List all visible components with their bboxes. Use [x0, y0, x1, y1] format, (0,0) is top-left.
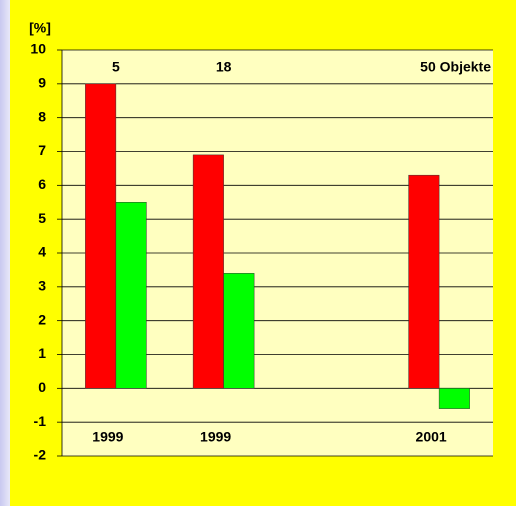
y-tick-label: -2 [34, 447, 47, 463]
x-tick-label: 1999 [200, 429, 231, 445]
bar [192, 154, 224, 389]
y-tick-label: 9 [38, 75, 46, 91]
bar [115, 202, 147, 389]
y-tick-label: 8 [38, 108, 46, 124]
y-tick-label: -1 [34, 413, 47, 429]
x-tick-label: 1999 [92, 429, 123, 445]
bar [408, 174, 440, 389]
y-tick-label: 6 [38, 176, 46, 192]
y-tick-label: 2 [38, 311, 46, 327]
y-tick-label: 5 [38, 210, 46, 226]
bar [223, 273, 255, 389]
bar [438, 388, 470, 409]
y-tick-label: 3 [38, 278, 46, 294]
annotation: 5 [112, 59, 120, 75]
y-axis-label: [%] [29, 20, 51, 36]
x-tick-label: 2001 [416, 429, 447, 445]
bar [85, 83, 117, 389]
y-tick-label: 4 [38, 244, 46, 260]
annotation: 50 Objekte [420, 59, 491, 75]
annotation: 18 [216, 59, 232, 75]
y-tick-label: 10 [30, 41, 46, 57]
y-tick-label: 1 [38, 345, 46, 361]
side-strip [0, 0, 10, 506]
y-tick-label: 0 [38, 379, 46, 395]
y-tick-label: 7 [38, 142, 46, 158]
